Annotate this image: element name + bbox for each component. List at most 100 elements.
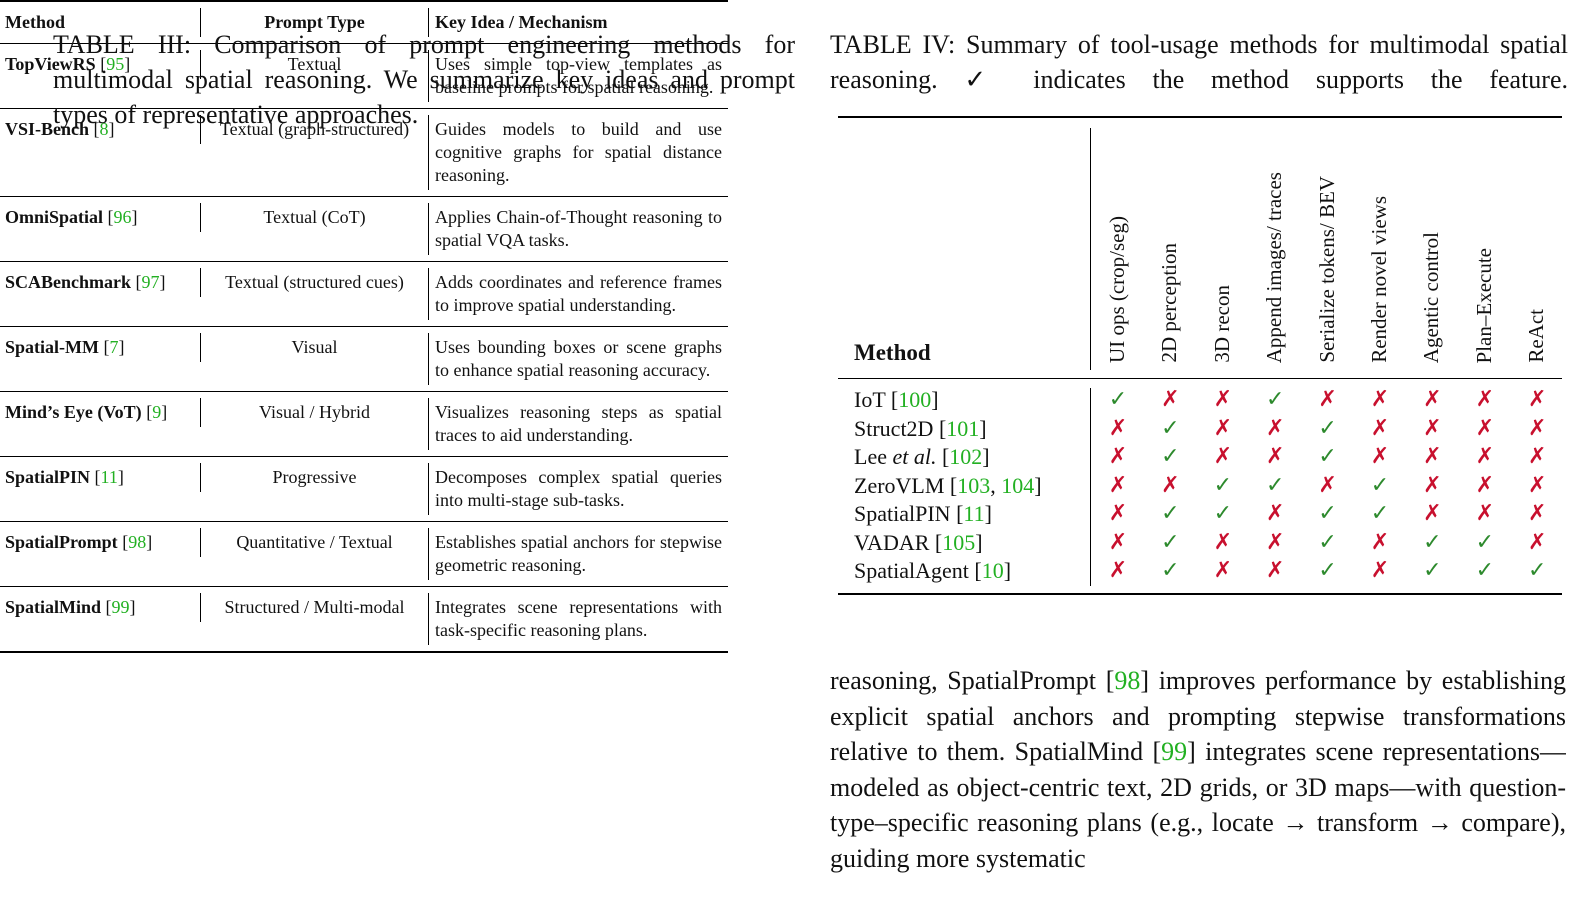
citation: 97 [141, 272, 160, 292]
feature-mark: ✗ [1265, 444, 1285, 469]
citation: 100 [898, 387, 932, 412]
feature-mark: ✗ [1370, 444, 1390, 469]
feature-mark: ✗ [1475, 415, 1495, 441]
column-header: Render novel views [1367, 196, 1391, 363]
feature-mark: ✗ [1370, 415, 1390, 441]
cell: Textual (graph-structured) [200, 108, 428, 197]
cell: Structured / Multi-modal [200, 586, 428, 652]
feature-mark: ✗ [1213, 558, 1233, 583]
feature-mark: ✗ [1318, 387, 1337, 412]
prompt-type: Textual (structured cues) [200, 268, 428, 297]
header-cell: Key Idea / Mechanism [428, 1, 728, 44]
cell: Decomposes complex spatial queries into … [428, 456, 728, 522]
cell: Textual (structured cues) [200, 261, 428, 327]
rule [1090, 388, 1091, 586]
prompt-type: Quantitative / Textual [200, 528, 428, 557]
table-row: ZeroVLM [103, 104] [854, 472, 1042, 498]
method-name: TopViewRS [5, 54, 96, 74]
key-idea: Decomposes complex spatial queries into … [428, 463, 728, 515]
method-name: Struct2D [854, 415, 934, 441]
column-header: UI ops (crop/seg) [1105, 216, 1129, 363]
cell: Textual (CoT) [200, 196, 428, 262]
citation: 99 [111, 597, 130, 617]
cell: Visual [200, 326, 428, 392]
feature-mark: ✓ [1370, 501, 1390, 526]
citation: 98 [1114, 666, 1141, 695]
rule [838, 593, 1562, 595]
table-row: Spatial-MM [7] Visual Uses bounding boxes … [0, 326, 728, 392]
cell: Visual / Hybrid [200, 391, 428, 457]
table-row: TopViewRS [95] Textual Uses simple top-vie… [0, 43, 728, 109]
key-idea: Applies Chain-of-Thought reasoning to sp… [428, 203, 728, 255]
method-cell: SpatialMind [99] [5, 597, 136, 617]
feature-mark: ✓ [1318, 558, 1337, 583]
key-idea: Visualizes reasoning steps as spatial tr… [428, 398, 728, 450]
citation: 7 [109, 337, 119, 357]
cell: Establishes spatial anchors for stepwise… [428, 521, 728, 587]
feature-mark: ✗ [1527, 415, 1547, 441]
rule [1090, 128, 1091, 370]
cell: Mind’s Eye (VoT) [9] [0, 391, 200, 457]
citation: 104 [1001, 472, 1035, 498]
method-name: SCABenchmark [5, 272, 132, 292]
feature-mark: ✗ [1213, 415, 1233, 441]
feature-mark: ✗ [1108, 444, 1128, 469]
prompt-type: Progressive [200, 463, 428, 492]
cell: TopViewRS [95] [0, 43, 200, 109]
feature-mark: ✗ [1265, 529, 1285, 555]
feature-mark: ✗ [1423, 415, 1442, 441]
feature-mark: ✗ [1213, 444, 1233, 469]
feature-mark: ✓ [1108, 387, 1128, 412]
paragraph: reasoning, SpatialPrompt [98] improves p… [830, 666, 1566, 873]
method-cell: SpatialPIN [11] [5, 467, 124, 487]
table-row: SpatialMind [99] Structured / Multi-modal… [0, 586, 728, 652]
table-row: SpatialPIN [11] Progressive Decomposes com… [0, 456, 728, 522]
feature-mark: ✗ [1370, 558, 1390, 583]
feature-mark: ✗ [1423, 444, 1442, 469]
column-header: Method [854, 340, 931, 365]
table: Method Prompt Type Key Idea / Mechanism Top… [0, 0, 728, 653]
table-row: Mind’s Eye (VoT) [9] Visual / Hybrid Visua… [0, 391, 728, 457]
method-name: Mind’s Eye (VoT) [5, 402, 142, 422]
feature-mark: ✗ [1423, 501, 1442, 526]
feature-mark: ✗ [1213, 529, 1233, 555]
cell: Spatial-MM [7] [0, 326, 200, 392]
header-text: Method [5, 12, 65, 32]
column-header: 2D perception [1157, 243, 1182, 363]
column-header: Plan–Execute [1471, 247, 1496, 363]
citation: 99 [1161, 737, 1188, 766]
feature-mark: ✗ [1108, 472, 1128, 498]
column-header: Append images/ traces [1262, 171, 1287, 363]
cell: Quantitative / Textual [200, 521, 428, 587]
method-name: Lee [854, 444, 887, 469]
feature-mark: ✓ [1161, 558, 1180, 583]
cell: Textual [200, 43, 428, 109]
feature-mark: ✓ [1423, 558, 1442, 583]
feature-mark: ✗ [1423, 387, 1442, 412]
feature-mark: ✓ [1527, 558, 1547, 583]
table-row: SCABenchmark [97] Textual (structured cue… [0, 261, 728, 327]
feature-mark: ✓ [1161, 415, 1180, 441]
table-row: SpatialPrompt [98] Quantitative / Textual… [0, 521, 728, 587]
feature-mark: ✗ [1527, 387, 1547, 412]
method-cell: Mind’s Eye (VoT) [9] [5, 402, 168, 422]
table-row: Struct2D [101] [854, 415, 987, 441]
method-name: SpatialPIN [5, 467, 91, 487]
cell: SpatialMind [99] [0, 586, 200, 652]
prompt-type: Textual [200, 50, 428, 79]
feature-mark: ✓ [1213, 472, 1233, 498]
feature-mark: ✗ [1108, 558, 1128, 583]
method-name: SpatialAgent [854, 558, 969, 583]
feature-mark: ✗ [1318, 472, 1337, 498]
feature-mark: ✗ [1108, 415, 1128, 441]
method-name: VSI-Bench [5, 119, 90, 139]
feature-mark: ✗ [1475, 444, 1495, 469]
cell: Visualizes reasoning steps as spatial tr… [428, 391, 728, 457]
key-idea: Uses simple top-view templates as baseli… [428, 50, 728, 102]
table-caption: TABLE III: Comparison of prompt engineer… [53, 30, 795, 129]
method-cell: VSI-Bench [8] [5, 119, 115, 139]
feature-mark: ✓ [1423, 529, 1442, 555]
cell: VSI-Bench [8] [0, 108, 200, 197]
method-cell: Spatial-MM [7] [5, 337, 125, 357]
